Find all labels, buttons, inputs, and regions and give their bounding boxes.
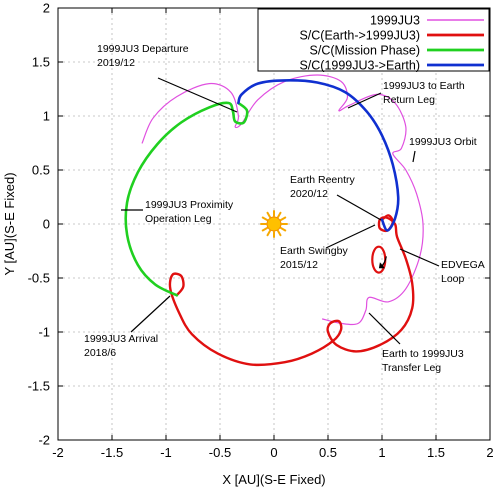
annotation-reentry: Earth Reentry 2020/12 — [290, 174, 382, 221]
legend-label: S/C(Mission Phase) — [310, 44, 420, 58]
sun-ray — [277, 229, 282, 237]
sun-ray — [279, 216, 287, 221]
annotation-text: EDVEGA — [441, 259, 485, 271]
y-tick-label: 0 — [43, 217, 50, 232]
annotation-text: 1999JU3 Departure — [97, 43, 189, 55]
series-line-s-c-earth-1999ju3 — [168, 214, 415, 367]
x-tick-label: -2 — [52, 445, 64, 460]
annotation-text: 1999JU3 Proximity — [145, 199, 234, 211]
edvega-loop — [371, 245, 387, 274]
annotation-text: 1999JU3 to Earth — [383, 80, 465, 92]
annotation-text: 1999JU3 Arrival — [84, 333, 158, 345]
x-tick-label: -1 — [160, 445, 172, 460]
annotation-text: Transfer Leg — [382, 362, 441, 374]
x-tick-label: 0.5 — [319, 445, 337, 460]
annotation-leader — [412, 150, 416, 163]
annotation-orbit: 1999JU3 Orbit — [409, 136, 477, 163]
annotation-text: Earth Swingby — [280, 245, 348, 257]
annotation-swingby: Earth Swingby 2015/12 — [280, 224, 376, 271]
sun-ray — [277, 211, 282, 219]
x-tick-label: 0 — [270, 445, 277, 460]
legend-label: S/C(Earth->1999JU3) — [299, 29, 420, 43]
annotation-leader — [347, 92, 382, 109]
legend-label: S/C(1999JU3->Earth) — [299, 59, 420, 73]
x-tick-label: -0.5 — [209, 445, 231, 460]
annotation-leader — [157, 77, 238, 113]
annotation-text: Earth Reentry — [290, 174, 356, 186]
y-axis-title: Y [AU](S-E Fixed) — [2, 172, 17, 275]
legend-label: 1999JU3 — [370, 14, 420, 28]
annotation-return-leg: 1999JU3 to Earth Return Leg — [347, 80, 465, 109]
axis-ticks: -2 -1.5 -1 -0.5 0 0.5 1 1.5 2 -2 -1.5 -1 -0.5 0 0.5 1 1.… — [28, 1, 494, 461]
annotations: 1999JU3 Departure 2019/12 1999JU3 to Earth… — [84, 43, 485, 374]
y-tick-label: -1 — [38, 325, 50, 340]
annotation-transfer: Earth to 1999JU3 Transfer Leg — [368, 312, 464, 374]
sun-disc — [266, 216, 282, 232]
annotation-text: Loop — [441, 273, 465, 285]
y-tick-label: -0.5 — [28, 271, 50, 286]
y-tick-label: -2 — [38, 433, 50, 448]
x-tick-label: 1 — [378, 445, 385, 460]
annotation-leader — [368, 312, 401, 345]
annotation-text: Operation Leg — [145, 213, 212, 225]
annotation-text: 2015/12 — [280, 259, 318, 271]
sun-ray — [261, 216, 269, 221]
annotation-text: 2018/6 — [84, 347, 116, 359]
sun-ray — [266, 211, 271, 219]
x-axis-title: X [AU](S-E Fixed) — [222, 472, 325, 487]
x-tick-label: -1.5 — [101, 445, 123, 460]
annotation-text: 1999JU3 Orbit — [409, 136, 477, 148]
y-tick-label: 2 — [43, 1, 50, 16]
y-tick-label: 1 — [43, 109, 50, 124]
annotation-arrival: 1999JU3 Arrival 2018/6 — [84, 295, 171, 359]
annotation-text: Return Leg — [383, 94, 435, 106]
annotation-edvega: EDVEGA Loop — [399, 248, 485, 285]
annotation-leader — [130, 295, 171, 333]
y-tick-label: -1.5 — [28, 379, 50, 394]
annotation-departure: 1999JU3 Departure 2019/12 — [97, 43, 238, 113]
annotation-text: Earth to 1999JU3 — [382, 348, 464, 360]
sun-icon — [260, 210, 288, 238]
sun-ray — [261, 227, 269, 232]
series-line-s-c-1999ju3-earth — [237, 79, 400, 232]
x-tick-label: 2 — [486, 445, 493, 460]
series-line-s-c-mission-phase — [124, 101, 249, 297]
annotation-text: 2020/12 — [290, 188, 328, 200]
annotation-text: 2019/12 — [97, 57, 135, 69]
x-tick-label: 1.5 — [427, 445, 445, 460]
annotation-proximity: 1999JU3 Proximity Operation Leg — [121, 199, 234, 225]
annotation-leader — [399, 248, 440, 267]
annotation-leader — [325, 224, 376, 249]
y-tick-label: 1.5 — [32, 55, 50, 70]
sun-ray — [266, 229, 271, 237]
annotation-leader — [336, 194, 382, 221]
sun-ray — [279, 227, 287, 232]
direction-arrow-head — [378, 262, 385, 269]
y-tick-label: 0.5 — [32, 163, 50, 178]
